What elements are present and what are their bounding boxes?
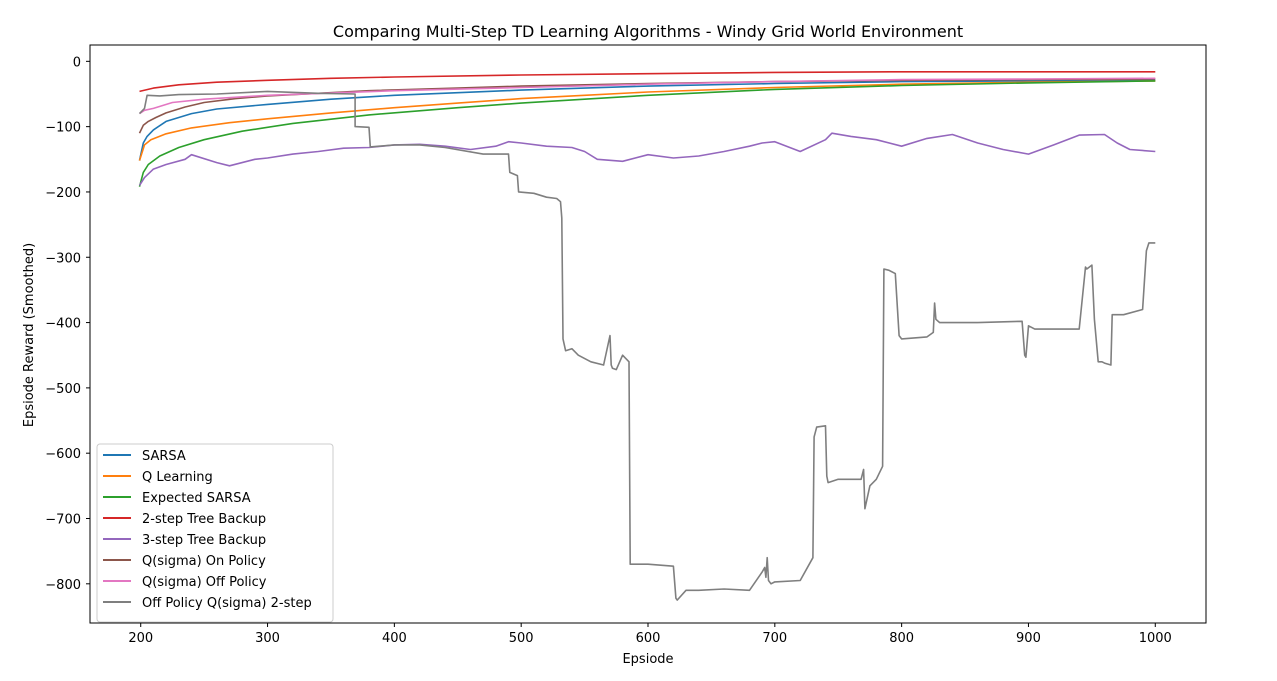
x-tick-label: 600 — [636, 631, 661, 646]
legend-label: Off Policy Q(sigma) 2-step — [142, 596, 312, 611]
series-line-2 — [138, 80, 1156, 187]
y-tick-label: −600 — [45, 447, 81, 462]
y-axis-label: Epsiode Reward (Smoothed) — [22, 243, 37, 427]
x-axis-label: Epsiode — [622, 652, 673, 667]
series-line-0 — [138, 79, 1156, 161]
legend-label: Expected SARSA — [142, 491, 251, 506]
series-line-7 — [138, 90, 1156, 601]
legend-box — [96, 443, 334, 623]
x-tick-label: 1000 — [1139, 631, 1172, 646]
x-tick-label: 900 — [1016, 631, 1041, 646]
legend-label: 2-step Tree Backup — [142, 512, 266, 527]
legend: SARSA Q Learning Expected SARSA 2-step Tree… — [96, 443, 334, 623]
x-tick-label: 700 — [762, 631, 787, 646]
chart-title: Comparing Multi-Step TD Learning Algorit… — [333, 22, 963, 41]
legend-label: SARSA — [142, 449, 186, 464]
legend-label: 3-step Tree Backup — [142, 533, 266, 548]
series-line-6 — [139, 77, 1156, 115]
x-tick-label: 300 — [255, 631, 280, 646]
legend-label: Q Learning — [142, 470, 213, 485]
series-line-4 — [138, 132, 1156, 186]
series-layer — [138, 71, 1156, 601]
x-tick-label: 200 — [128, 631, 153, 646]
legend-label: Q(sigma) Off Policy — [142, 575, 267, 590]
y-tick-label: −500 — [45, 382, 81, 397]
x-tick-label: 500 — [509, 631, 534, 646]
y-tick-label: −400 — [45, 317, 81, 332]
x-tick-label: 400 — [382, 631, 407, 646]
y-tick-label: −100 — [45, 121, 81, 136]
y-tick-label: −200 — [45, 186, 81, 201]
y-tick-label: −800 — [45, 578, 81, 593]
legend-label: Q(sigma) On Policy — [142, 554, 266, 569]
y-tick-label: −700 — [45, 513, 81, 528]
axes-layer: 200 300 400 500 600 700 800 900 1000 0 −100 −200 −30… — [45, 44, 1207, 646]
series-line-1 — [138, 80, 1156, 161]
y-tick-label: 0 — [73, 55, 81, 70]
x-tick-label: 800 — [889, 631, 914, 646]
y-tick-label: −300 — [45, 251, 81, 266]
series-line-3 — [139, 71, 1156, 93]
